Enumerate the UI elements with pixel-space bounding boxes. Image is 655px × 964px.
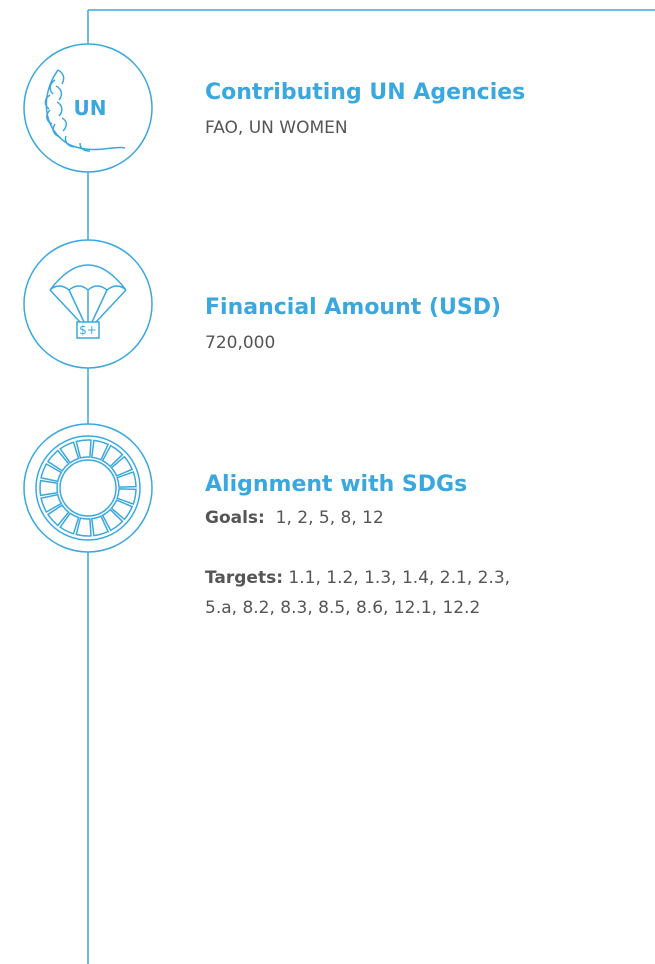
icon-label: $+: [79, 323, 97, 337]
wheel-segment: [110, 455, 134, 477]
wheel-segment: [101, 444, 124, 468]
targets: Targets: 1.1, 1.2, 1.3, 1.4, 2.1, 2.3,: [205, 568, 510, 588]
wheel-segment: [39, 479, 59, 497]
targets-line: 1.1, 1.2, 1.3, 1.4, 2.1, 2.3,: [288, 568, 511, 588]
goals-value: 1, 2, 5, 8, 12: [275, 508, 384, 528]
wheel-segment: [90, 439, 110, 461]
sdg-wheel: [35, 435, 141, 541]
goals: Goals: 1, 2, 5, 8, 12: [205, 508, 384, 528]
wheel-segment: [40, 462, 63, 483]
wheel-segment: [59, 441, 80, 464]
wheel-segment: [46, 449, 70, 472]
wheel-segment: [110, 499, 134, 521]
wheel-segment: [90, 515, 110, 537]
icon-circle: [23, 423, 153, 553]
wheel-segment: [116, 471, 137, 488]
parachute: [49, 264, 127, 339]
section-title: Alignment with SDGs: [205, 472, 468, 497]
icon-label: UN: [74, 96, 107, 120]
targets: 5.a, 8.2, 8.3, 8.5, 8.6, 12.1, 12.2: [205, 598, 480, 618]
section-text: 720,000: [205, 333, 276, 353]
section-title: Contributing UN Agencies: [205, 80, 526, 105]
targets-line: 5.a, 8.2, 8.3, 8.5, 8.6, 12.1, 12.2: [205, 598, 481, 618]
wheel-segment: [40, 493, 63, 514]
icon-circle: [23, 43, 153, 173]
wheel-segment: [75, 439, 92, 459]
wheel-segment: [116, 488, 137, 505]
wheel-segment: [59, 512, 80, 535]
wheel-segment: [75, 517, 92, 537]
wheel-segment: [101, 508, 124, 532]
goals-label: Goals:: [205, 508, 265, 528]
section-text: FAO, UN WOMEN: [205, 118, 348, 138]
section-title: Financial Amount (USD): [205, 295, 502, 320]
targets-label: Targets:: [205, 568, 284, 588]
wheel-segment: [46, 504, 70, 527]
laurel: [44, 69, 126, 152]
